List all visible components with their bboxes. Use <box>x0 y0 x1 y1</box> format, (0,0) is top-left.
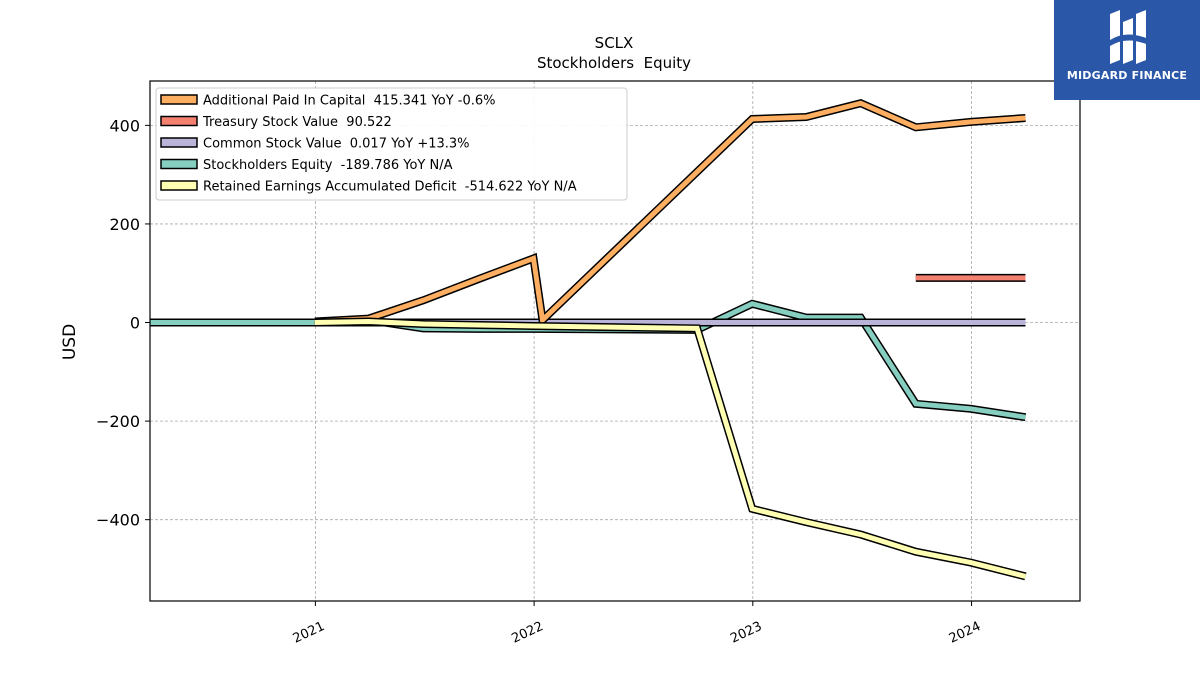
legend-swatch <box>160 137 198 148</box>
legend-swatch <box>160 115 198 127</box>
y-tick-label: 400 <box>109 116 140 135</box>
legend-label: Additional Paid In Capital 415.341 YoY -… <box>203 94 496 109</box>
legend-items: Additional Paid In Capital 415.341 YoY -… <box>160 94 577 195</box>
series-line-outline <box>314 317 1027 581</box>
legend-label: Retained Earnings Accumulated Deficit -5… <box>203 180 577 195</box>
x-tick-label: 2022 <box>509 619 545 647</box>
legend: Additional Paid In Capital 415.341 YoY -… <box>155 87 628 201</box>
logo-mark-icon <box>1110 10 1146 64</box>
y-tick-label: 200 <box>109 215 140 234</box>
chart-title: SCLX <box>595 34 634 52</box>
y-axis-label: USD <box>60 324 80 360</box>
series-line <box>314 318 1027 579</box>
legend-label: Stockholders Equity -189.786 YoY N/A <box>203 158 453 173</box>
legend-swatch <box>160 158 198 170</box>
y-tick-label: −200 <box>96 412 140 431</box>
brand-logo: MIDGARD FINANCE <box>1054 0 1200 100</box>
legend-label: Treasury Stock Value 90.522 <box>202 115 392 130</box>
legend-label: Common Stock Value 0.017 YoY +13.3% <box>203 137 470 152</box>
legend-swatch <box>160 94 198 105</box>
legend-swatch <box>160 180 198 191</box>
x-tick-label: 2023 <box>728 619 764 647</box>
legend-box <box>155 87 628 201</box>
series-line <box>314 100 1026 326</box>
chart-subtitle: Stockholders Equity <box>537 54 691 72</box>
y-tick-label: −400 <box>96 511 140 530</box>
plot-frame <box>149 80 1081 602</box>
x-tick-label: 2024 <box>947 619 983 647</box>
y-tick-label: 0 <box>130 314 140 333</box>
brand-name: MIDGARD FINANCE <box>1066 69 1188 82</box>
series-group <box>150 98 1027 581</box>
x-tick-label: 2021 <box>291 619 327 647</box>
